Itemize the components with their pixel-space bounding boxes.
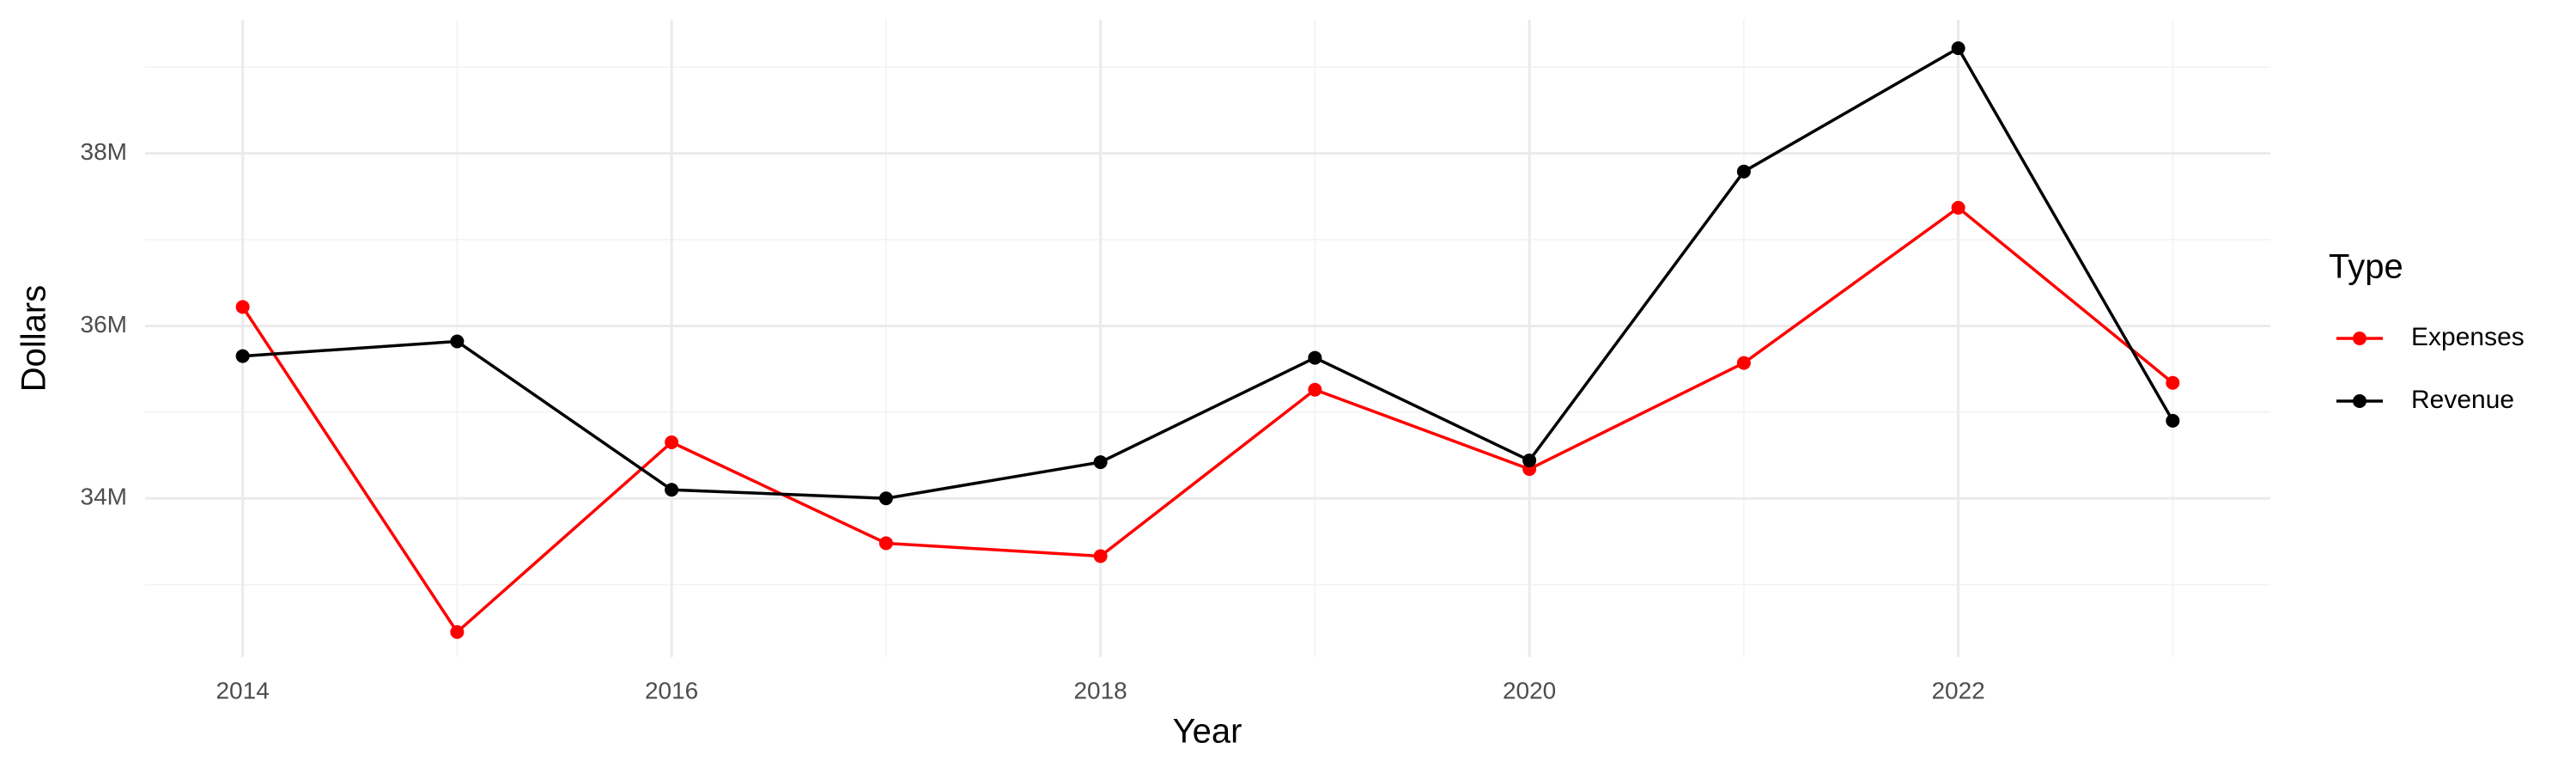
point	[2166, 413, 2180, 428]
point	[1308, 350, 1322, 365]
y-tick-label: 36M	[81, 311, 127, 338]
legend-point	[2353, 394, 2366, 408]
legend-label: Expenses	[2411, 323, 2524, 351]
y-axis-title: Dollars	[15, 285, 53, 392]
point	[1951, 41, 1965, 56]
point	[1093, 549, 1108, 563]
legend-title: Type	[2329, 248, 2403, 286]
point	[1736, 356, 1751, 370]
x-tick-label: 2014	[216, 677, 269, 703]
x-tick-label: 2022	[1931, 677, 1984, 703]
x-axis-title: Year	[1173, 713, 1242, 751]
y-tick-label: 34M	[81, 484, 127, 510]
point	[235, 300, 250, 314]
legend-label: Revenue	[2411, 386, 2514, 414]
x-tick-label: 2018	[1073, 677, 1127, 703]
point	[2166, 375, 2180, 390]
point	[1093, 455, 1108, 470]
x-tick-label: 2016	[645, 677, 698, 703]
point	[665, 435, 679, 449]
line	[241, 205, 2174, 635]
point	[878, 491, 893, 506]
legend-point	[2353, 332, 2366, 345]
point	[235, 349, 250, 363]
point	[1522, 453, 1537, 468]
point	[450, 334, 465, 349]
point	[1308, 382, 1322, 397]
y-tick-label: 38M	[81, 138, 127, 165]
x-tick-label: 2020	[1503, 677, 1556, 703]
line	[242, 46, 2174, 501]
point	[1736, 164, 1751, 179]
point	[1951, 200, 1965, 215]
point	[665, 483, 679, 497]
point	[878, 536, 893, 551]
point	[450, 624, 465, 639]
